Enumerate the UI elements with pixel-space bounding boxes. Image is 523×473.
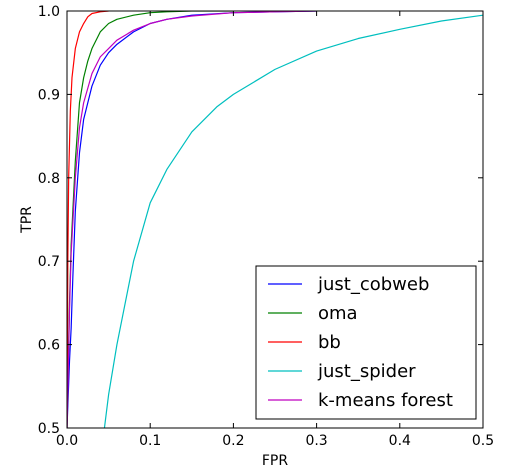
series-line-bb	[67, 11, 109, 428]
x-tick-label: 0.2	[222, 433, 244, 449]
x-axis-title: FPR	[262, 453, 288, 469]
legend-label: bb	[318, 332, 341, 353]
legend-label: just_spider	[317, 361, 416, 382]
plot-frame	[66, 10, 484, 429]
series-line-just-cobweb	[67, 11, 317, 428]
series-line-oma	[67, 11, 234, 428]
x-tick-label: 0.1	[139, 433, 161, 449]
series-line-just-spider	[103, 14, 483, 428]
y-axis-title: TPR	[19, 206, 35, 234]
y-tick-label: 0.8	[38, 171, 60, 187]
x-tick-label: 0.0	[56, 433, 78, 449]
series-line-k-means-forest	[67, 11, 317, 428]
x-tick-label: 0.3	[305, 433, 327, 449]
y-tick-label: 0.7	[38, 254, 60, 270]
y-tick-label: 0.9	[38, 87, 60, 103]
legend-label: oma	[318, 303, 358, 324]
ticks-layer: 0.0 0.1 0.2 0.3 0.4 0.5 0.5 0.6 0.7 0.8 0.9 1.0	[38, 4, 494, 449]
y-tick-label: 1.0	[38, 4, 60, 20]
y-tick-label: 0.5	[38, 421, 60, 437]
legend-label: k-means forest	[318, 390, 453, 411]
series-layer	[67, 11, 483, 428]
y-tick-label: 0.6	[38, 338, 60, 354]
x-tick-label: 0.5	[472, 433, 494, 449]
legend-label: just_cobweb	[317, 274, 429, 295]
x-tick-label: 0.4	[389, 433, 411, 449]
